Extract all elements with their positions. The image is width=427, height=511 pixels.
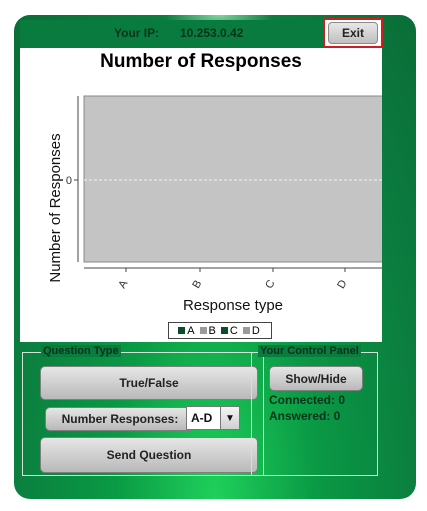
chevron-down-icon[interactable]: ▼ bbox=[220, 407, 239, 429]
legend-swatch-b bbox=[199, 327, 207, 334]
exit-button-highlight: Exit bbox=[323, 18, 383, 48]
legend-label-b: B bbox=[208, 324, 216, 337]
control-panel-legend: Your Control Panel bbox=[258, 345, 361, 357]
send-question-button[interactable]: Send Question bbox=[40, 437, 258, 473]
legend-item-b: B bbox=[199, 324, 216, 337]
x-tick-group: A B C D bbox=[116, 268, 350, 291]
x-axis-label: Response type bbox=[183, 297, 283, 314]
chart-panel: Number of Responses 0 Number of Response… bbox=[20, 48, 382, 342]
response-range-value: A-D bbox=[191, 411, 213, 425]
chart-legend: A B C D bbox=[168, 322, 272, 339]
exit-button[interactable]: Exit bbox=[328, 22, 378, 44]
legend-item-a: A bbox=[178, 324, 195, 337]
number-responses-button[interactable]: Number Responses: bbox=[45, 407, 195, 431]
ip-value: 10.253.0.42 bbox=[180, 26, 244, 40]
header-bar bbox=[20, 20, 380, 48]
x-tick-label-a: A bbox=[116, 278, 130, 291]
connected-count: Connected: 0 bbox=[269, 393, 346, 407]
legend-item-c: C bbox=[220, 324, 238, 337]
legend-swatch-a bbox=[178, 327, 186, 334]
x-tick-label-b: B bbox=[190, 278, 204, 290]
legend-swatch-d bbox=[242, 327, 250, 334]
x-tick-label-d: D bbox=[335, 278, 349, 291]
y-axis-label: Number of Responses bbox=[47, 133, 64, 282]
answered-count: Answered: 0 bbox=[269, 409, 341, 423]
control-panel-group: Your Control Panel bbox=[251, 345, 378, 476]
question-type-legend: Question Type bbox=[41, 345, 121, 357]
legend-swatch-c bbox=[220, 327, 228, 334]
chart-title: Number of Responses bbox=[100, 51, 302, 72]
legend-label-c: C bbox=[229, 324, 238, 337]
question-type-group: Question Type bbox=[22, 345, 264, 476]
response-range-select[interactable]: A-D ▼ bbox=[186, 406, 240, 430]
legend-label-d: D bbox=[251, 324, 260, 337]
legend-label-a: A bbox=[187, 324, 195, 337]
show-hide-button[interactable]: Show/Hide bbox=[269, 366, 363, 391]
ip-label: Your IP: bbox=[114, 26, 160, 40]
x-tick-label-c: C bbox=[263, 278, 277, 291]
true-false-button[interactable]: True/False bbox=[40, 366, 258, 400]
y-tick-label: 0 bbox=[66, 175, 72, 187]
legend-item-d: D bbox=[242, 324, 260, 337]
plot-area bbox=[83, 95, 382, 263]
response-chart: 0 Number of Responses Response type A B C D bbox=[47, 95, 382, 314]
